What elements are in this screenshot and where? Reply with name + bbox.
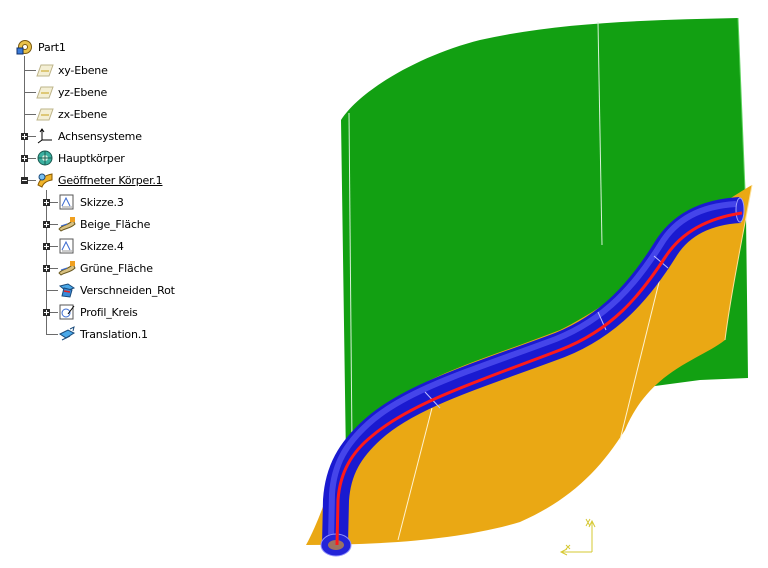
plane-icon	[36, 84, 54, 100]
tree-item-label: Geöffneter Körper.1	[58, 173, 163, 187]
tree-item-label: Grüne_Fläche	[80, 261, 153, 275]
tree-item-hauptkoerper[interactable]: Hauptkörper	[36, 149, 125, 167]
axis-compass-icon	[559, 518, 596, 556]
tree-item-gruene-flaeche[interactable]: Grüne_Fläche	[58, 259, 153, 277]
tree-item-verschneiden-rot[interactable]: Verschneiden_Rot	[58, 281, 175, 299]
part-icon	[16, 39, 34, 55]
tree-item-translation[interactable]: Translation.1	[58, 325, 148, 343]
open-body-icon	[36, 172, 54, 188]
tree-item-label: zx-Ebene	[58, 107, 108, 121]
tree-item-label: Verschneiden_Rot	[80, 283, 175, 297]
tree-item-achsensysteme[interactable]: Achsensysteme	[36, 127, 142, 145]
tree-item-label: yz-Ebene	[58, 85, 108, 99]
red-intersection-curve[interactable]	[335, 211, 743, 546]
body-icon	[36, 150, 54, 166]
expand-toggle-skizze-4[interactable]	[43, 243, 50, 250]
collapse-toggle-geoeffneter-koerper[interactable]	[21, 177, 28, 184]
tree-item-label: Skizze.3	[80, 195, 124, 209]
tree-item-label: Hauptkörper	[58, 151, 125, 165]
blue-tube[interactable]	[322, 197, 742, 546]
tree-item-profil-kreis[interactable]: Profil_Kreis	[58, 303, 138, 321]
tree-item-yz-ebene[interactable]: yz-Ebene	[36, 83, 107, 101]
expand-toggle-profil-kreis[interactable]	[43, 309, 50, 316]
tree-item-label: Skizze.4	[80, 239, 124, 253]
tree-item-skizze-4[interactable]: Skizze.4	[58, 237, 124, 255]
sketch-icon	[58, 194, 76, 210]
expand-toggle-gruene-flaeche[interactable]	[43, 265, 50, 272]
tree-item-label: xy-Ebene	[58, 63, 108, 77]
expand-toggle-hauptkoerper[interactable]	[21, 155, 28, 162]
axis-system-icon	[36, 128, 54, 144]
tree-item-label: Beige_Fläche	[80, 217, 151, 231]
tree-root-part1[interactable]: Part1	[16, 38, 66, 56]
intersect-icon	[58, 282, 76, 298]
tree-item-zx-ebene[interactable]: zx-Ebene	[36, 105, 107, 123]
expand-toggle-skizze-3[interactable]	[43, 199, 50, 206]
tree-item-label: Achsensysteme	[58, 129, 142, 143]
translation-icon	[58, 326, 76, 342]
sketch-icon	[58, 238, 76, 254]
expand-toggle-beige-flaeche[interactable]	[43, 221, 50, 228]
surface-icon	[58, 216, 76, 232]
tree-item-geoeffneter-koerper[interactable]: Geöffneter Körper.1	[36, 171, 163, 189]
tree-root-label: Part1	[38, 40, 66, 54]
plane-icon	[36, 62, 54, 78]
tree-item-label: Translation.1	[80, 327, 148, 341]
specification-tree: Part1 xy-Ebene yz-Ebene zx-Ebene Achsens…	[0, 0, 260, 360]
tree-item-label: Profil_Kreis	[80, 305, 138, 319]
profile-icon	[58, 304, 76, 320]
plane-icon	[36, 106, 54, 122]
tree-item-skizze-3[interactable]: Skizze.3	[58, 193, 124, 211]
expand-toggle-achsensysteme[interactable]	[21, 133, 28, 140]
tree-item-beige-flaeche[interactable]: Beige_Fläche	[58, 215, 150, 233]
surface-icon	[58, 260, 76, 276]
tree-item-xy-ebene[interactable]: xy-Ebene	[36, 61, 108, 79]
